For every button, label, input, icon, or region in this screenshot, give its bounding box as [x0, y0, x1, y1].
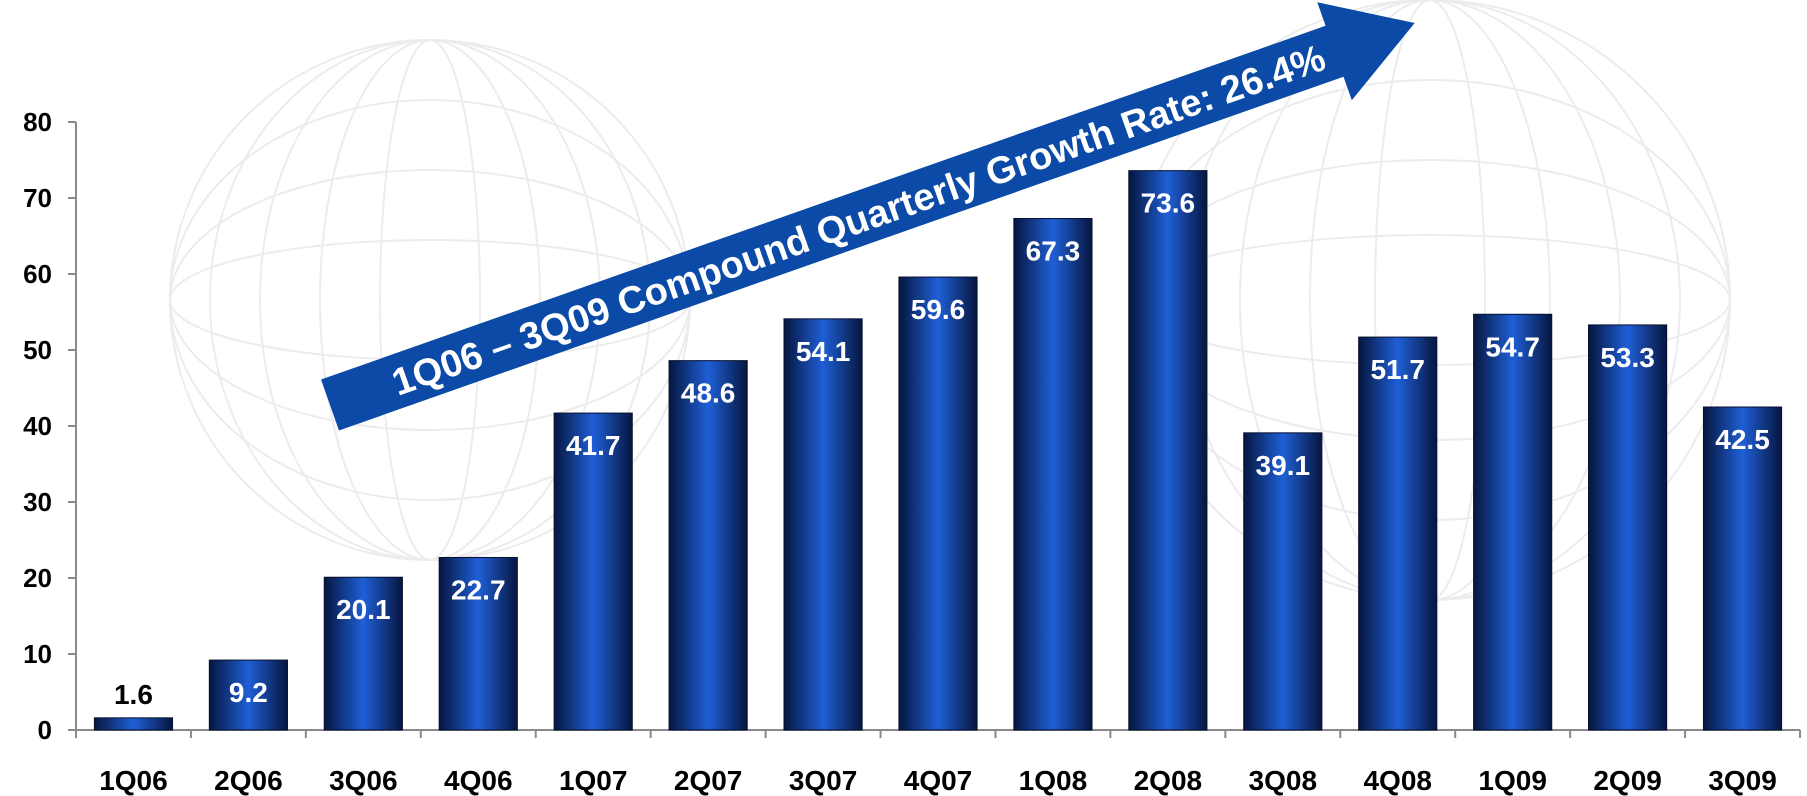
growth-arrow-shape: [321, 2, 1415, 431]
bar: [93, 717, 174, 731]
x-tick-label: 4Q07: [904, 765, 973, 796]
y-tick-label: 80: [23, 107, 52, 137]
bar: [438, 556, 518, 731]
bar: [208, 659, 288, 731]
bar: [1013, 218, 1093, 731]
data-label: 20.1: [336, 594, 391, 625]
x-tick-label: 3Q07: [789, 765, 858, 796]
y-tick-label: 70: [23, 183, 52, 213]
data-label: 39.1: [1256, 450, 1311, 481]
x-tick-label: 3Q08: [1249, 765, 1318, 796]
x-tick-label: 1Q07: [559, 765, 628, 796]
data-label: 59.6: [911, 294, 966, 325]
x-tick-label: 2Q07: [674, 765, 743, 796]
bar: [1702, 406, 1783, 731]
bar: [898, 276, 978, 731]
y-tick-label: 40: [23, 411, 52, 441]
data-label: 53.3: [1600, 342, 1655, 373]
bar: [1358, 336, 1438, 731]
x-tick-label: 2Q09: [1593, 765, 1662, 796]
data-labels: 1.6 9.2 20.1 22.7 41.7 48.6 54.1 59.6 67.3 73.6 39…: [114, 188, 1770, 710]
x-tick-label: 3Q09: [1708, 765, 1777, 796]
x-tick-label: 1Q08: [1019, 765, 1088, 796]
y-ticks: 0 10 20 30 40 50 60 70 80: [23, 107, 76, 745]
data-label: 42.5: [1715, 424, 1770, 455]
bar: [1128, 170, 1208, 731]
data-label: 54.1: [796, 336, 851, 367]
y-tick-label: 20: [23, 563, 52, 593]
y-tick-label: 0: [38, 715, 52, 745]
x-tick-label: 1Q06: [99, 765, 168, 796]
data-label: 41.7: [566, 430, 621, 461]
bar: [1473, 313, 1553, 731]
data-label: 73.6: [1141, 188, 1196, 219]
y-tick-label: 10: [23, 639, 52, 669]
data-label: 67.3: [1026, 236, 1081, 267]
x-tick-label: 4Q08: [1363, 765, 1432, 796]
y-tick-label: 60: [23, 259, 52, 289]
x-tick-label: 2Q08: [1134, 765, 1203, 796]
data-label: 9.2: [229, 677, 268, 708]
data-label: 1.6: [114, 679, 153, 710]
bars: [93, 170, 1783, 731]
data-label: 54.7: [1485, 331, 1540, 362]
data-label: 51.7: [1370, 354, 1425, 385]
x-tick-label: 1Q09: [1478, 765, 1547, 796]
data-label: 48.6: [681, 378, 736, 409]
bar: [783, 318, 863, 731]
data-label: 22.7: [451, 574, 506, 605]
bar: [323, 576, 403, 731]
y-tick-label: 50: [23, 335, 52, 365]
bar: [1588, 324, 1668, 731]
x-tick-label: 3Q06: [329, 765, 398, 796]
bar: [553, 412, 633, 731]
x-tick-label: 4Q06: [444, 765, 513, 796]
x-ticks: 1Q06 2Q06 3Q06 4Q06 1Q07 2Q07 3Q07 4Q07 1Q08 2Q08…: [75, 730, 1801, 796]
y-tick-label: 30: [23, 487, 52, 517]
x-tick-label: 2Q06: [214, 765, 283, 796]
bar: [668, 360, 748, 731]
bar: [1243, 432, 1323, 731]
